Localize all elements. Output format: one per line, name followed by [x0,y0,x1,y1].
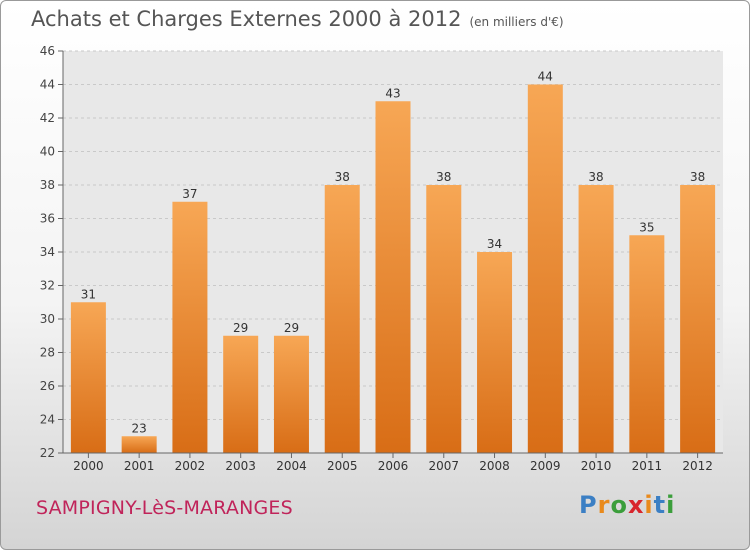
x-tick-label: 2010 [581,459,612,473]
bar-value-label: 29 [233,321,248,335]
bar-value-label: 37 [182,187,197,201]
x-tick-label: 2006 [378,459,409,473]
bar-value-label: 38 [335,170,350,184]
y-tick-label: 46 [40,44,55,58]
bar-value-label: 44 [538,70,553,84]
logo-letter: t [653,491,667,519]
chart-title: Achats et Charges Externes 2000 à 2012 (e… [31,7,564,31]
bar [375,101,411,453]
bar-value-label: 38 [436,170,451,184]
x-tick-label: 2001 [124,459,155,473]
x-tick-label: 2012 [682,459,713,473]
bar [273,335,309,453]
y-tick-label: 26 [40,379,55,393]
bar [223,335,259,453]
bar [426,185,462,453]
y-tick-label: 34 [40,245,55,259]
x-tick-label: 2003 [225,459,256,473]
bar-value-label: 38 [588,170,603,184]
city-name: SAMPIGNY-LèS-MARANGES [36,497,293,519]
logo-letter: r [597,491,611,519]
proxiti-logo: Proxiti [579,491,675,519]
bar [324,185,360,453]
x-tick-label: 2004 [276,459,307,473]
y-tick-label: 24 [40,413,55,427]
logo-letter: x [627,491,645,519]
y-tick-label: 38 [40,178,55,192]
y-tick-label: 28 [40,346,55,360]
bar [70,302,106,453]
bar [172,201,208,453]
bar [629,235,665,453]
bar [527,84,563,453]
bar-value-label: 35 [639,220,654,234]
bar-value-label: 31 [81,287,96,301]
bar-value-label: 43 [385,86,400,100]
y-tick-label: 36 [40,212,55,226]
logo-letter: o [610,491,628,519]
x-tick-label: 2007 [428,459,459,473]
x-tick-label: 2002 [175,459,206,473]
bars: 31 23 37 29 29 38 43 38 34 44 38 35 38 [70,70,716,453]
bar-value-label: 34 [487,237,502,251]
bar [680,185,716,453]
y-axis: 22 24 26 28 30 32 34 36 38 40 42 44 46 [40,44,64,460]
x-tick-label: 2005 [327,459,358,473]
x-tick-label: 2009 [530,459,561,473]
y-tick-label: 42 [40,111,55,125]
bar [121,436,157,453]
logo-letter: i [644,491,654,519]
bar [477,252,513,453]
bar [578,185,614,453]
bar-value-label: 23 [132,421,147,435]
x-axis: 2000 2001 2002 2003 2004 2005 2006 2007 2008 2009… [63,452,723,473]
x-tick-label: 2008 [479,459,510,473]
logo-letter: P [579,491,598,519]
y-tick-label: 30 [40,312,55,326]
y-tick-label: 22 [40,446,55,460]
x-tick-label: 2000 [73,459,104,473]
y-tick-label: 40 [40,145,55,159]
bar-value-label: 38 [690,170,705,184]
logo-letter: i [666,491,676,519]
unit-label: (en milliers d'€) [469,15,564,29]
y-tick-label: 32 [40,279,55,293]
y-tick-label: 44 [40,78,55,92]
x-tick-label: 2011 [632,459,663,473]
bar-value-label: 29 [284,321,299,335]
